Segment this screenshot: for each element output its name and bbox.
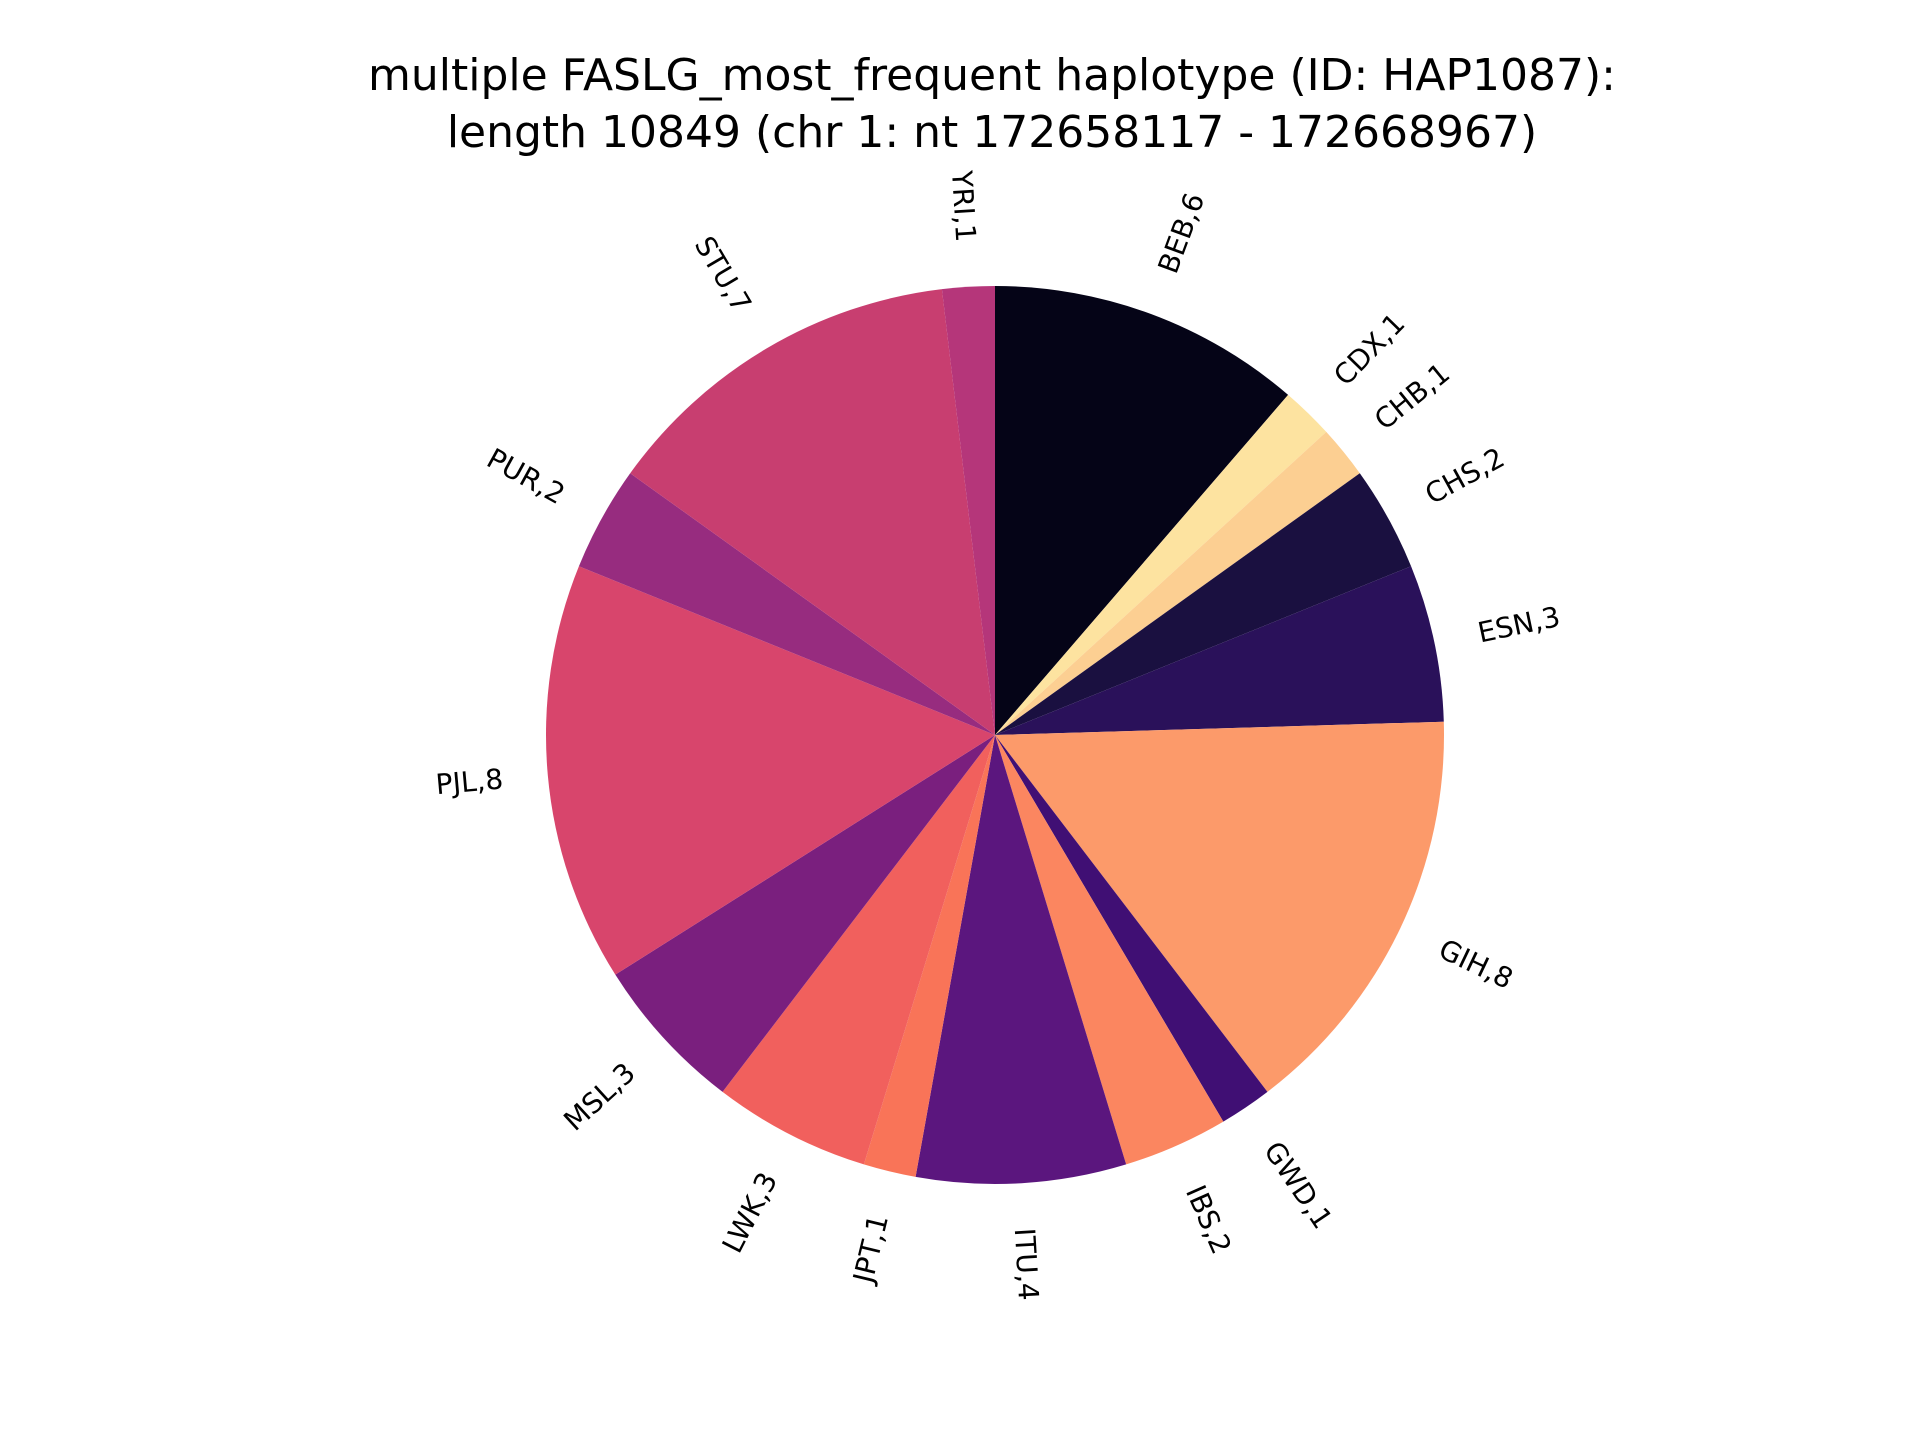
label-chs-2: CHS,2 [1420, 441, 1510, 511]
label-msl-3: MSL,3 [557, 1056, 641, 1137]
chart-title: multiple FASLG_most_frequent haplotype (… [368, 50, 1616, 101]
slice-yri-1 [941, 286, 995, 735]
slice-pur-2 [578, 473, 995, 735]
slice-chs-2 [995, 473, 1412, 735]
label-chb-1: CHB,1 [1368, 356, 1456, 436]
slice-gwd-1 [995, 735, 1268, 1122]
label-beb-6: BEB,6 [1152, 189, 1212, 278]
slice-gih-8 [995, 721, 1444, 1092]
slice-lwk-3 [722, 735, 995, 1165]
slice-msl-3 [615, 735, 995, 1092]
label-gih-8: GIH,8 [1434, 933, 1518, 996]
chart-subtitle: length 10849 (chr 1: nt 172658117 - 1726… [447, 107, 1537, 158]
slice-pjl-8 [546, 566, 995, 975]
label-lwk-3: LWK,3 [716, 1167, 785, 1258]
slice-itu-4 [915, 735, 1127, 1184]
slice-jpt-1 [863, 735, 995, 1177]
label-pur-2: PUR,2 [481, 442, 570, 511]
label-stu-7: STU,7 [688, 231, 758, 318]
slice-beb-6 [995, 286, 1289, 735]
label-jpt-1: JPT,1 [846, 1211, 895, 1288]
label-ibs-2: IBS,2 [1179, 1180, 1238, 1259]
label-itu-4: ITU,4 [1008, 1227, 1045, 1301]
label-cdx-1: CDX,1 [1327, 307, 1411, 392]
slice-cdx-1 [995, 394, 1327, 735]
slice-stu-7 [630, 289, 995, 735]
label-yri-1: YRI,1 [945, 169, 982, 243]
label-esn-3: ESN,3 [1475, 600, 1563, 649]
label-pjl-8: PJL,8 [434, 762, 504, 801]
slice-esn-3 [995, 566, 1444, 735]
slice-ibs-2 [995, 735, 1224, 1165]
label-gwd-1: GWD,1 [1257, 1135, 1339, 1234]
slice-chb-1 [995, 431, 1360, 735]
pie-slices [546, 286, 1444, 1184]
